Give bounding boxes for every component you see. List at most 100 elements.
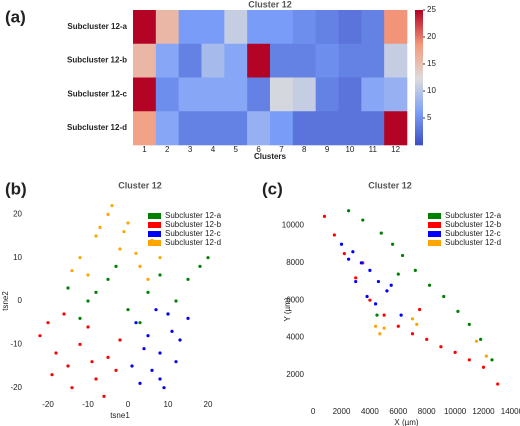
colorbar-segment xyxy=(415,124,423,128)
scatter-point xyxy=(375,313,379,317)
colorbar-segment xyxy=(415,73,423,76)
heat-cell xyxy=(201,10,225,45)
scatter-point xyxy=(206,256,210,260)
heat-cell xyxy=(384,43,408,78)
row-label: Subcluster 12-b xyxy=(67,56,127,65)
colorbar-segment xyxy=(415,140,423,144)
x-tick-label: -20 xyxy=(42,400,54,409)
legend-label: Subcluster 12-b xyxy=(165,220,222,229)
scatter-point xyxy=(385,289,389,293)
scatter-point xyxy=(142,347,146,351)
scatter-point xyxy=(158,377,162,381)
heat-cell xyxy=(292,10,316,45)
colorbar-segment xyxy=(415,10,423,13)
heat-cell xyxy=(384,10,408,45)
colorbar-segment xyxy=(415,14,423,18)
heat-cell xyxy=(224,77,248,112)
scatter-point xyxy=(389,283,393,287)
scatter-point xyxy=(354,276,358,280)
colorbar-segment xyxy=(415,133,423,137)
scatter-point xyxy=(78,316,82,320)
y-tick-label: 10000 xyxy=(282,221,305,230)
scatter-point xyxy=(94,234,98,238)
colorbar-segment xyxy=(415,32,423,36)
x-tick-label: 5 xyxy=(234,145,239,154)
x-tick-label: 8000 xyxy=(418,407,436,416)
colorbar-segment xyxy=(415,34,423,38)
colorbar-segment xyxy=(415,82,423,85)
scatter-point xyxy=(62,312,66,316)
legend-swatch xyxy=(428,213,441,219)
heat-cell xyxy=(292,43,316,78)
scatter-point xyxy=(322,214,327,218)
colorbar-segment xyxy=(415,39,423,42)
x-tick-label: 7 xyxy=(279,145,284,154)
heat-cell xyxy=(247,111,271,146)
scatter-point xyxy=(66,364,70,368)
colorbar-segment xyxy=(415,113,423,117)
heat-cell xyxy=(247,10,271,45)
colorbar-segment xyxy=(415,48,423,51)
scatter-point xyxy=(102,394,106,398)
colorbar-segment xyxy=(415,46,423,49)
colorbar-segment xyxy=(415,86,423,90)
scatter-point xyxy=(351,250,355,254)
scatter-point xyxy=(126,221,130,225)
heat-cell xyxy=(178,10,202,45)
scatter-point xyxy=(86,325,90,329)
scatter-point xyxy=(439,345,443,349)
row-label: Subcluster 12-d xyxy=(67,123,127,132)
row-label: Subcluster 12-a xyxy=(67,22,127,31)
scatter-point xyxy=(376,279,381,284)
heat-cell xyxy=(338,10,362,45)
scatter-point xyxy=(474,339,478,343)
colorbar-segment xyxy=(415,100,423,103)
scatter-point xyxy=(122,230,126,234)
scatter-point xyxy=(90,360,94,364)
y-tick-label: 8000 xyxy=(286,258,304,267)
heat-cell xyxy=(361,43,385,78)
colorbar-segment xyxy=(415,79,423,83)
panel-label: (b) xyxy=(5,179,27,198)
heat-cell xyxy=(178,77,202,112)
scatter-point xyxy=(342,251,346,256)
colorbar-segment xyxy=(415,84,423,87)
legend-swatch xyxy=(148,222,161,228)
scatter-point xyxy=(391,242,395,246)
colorbar-segment xyxy=(415,21,423,24)
scatter-point xyxy=(379,231,383,235)
colorbar-segment xyxy=(415,129,423,132)
heat-cell xyxy=(270,111,294,146)
scatter-point xyxy=(399,313,403,317)
row-label: Subcluster 12-c xyxy=(67,89,127,98)
heat-cell xyxy=(133,10,157,45)
colorbar-segment xyxy=(415,19,423,22)
heat-cell xyxy=(224,10,248,45)
scatter-point xyxy=(186,316,190,320)
scatter-point xyxy=(134,321,138,325)
colorbar-segment xyxy=(415,41,423,45)
x-axis-label: Clusters xyxy=(254,152,287,161)
x-tick-label: 12 xyxy=(391,145,400,154)
scatter-point xyxy=(150,368,154,372)
heat-cell xyxy=(292,111,316,146)
colorbar-segment xyxy=(415,88,423,92)
scatter-point xyxy=(38,334,42,338)
legend-swatch xyxy=(428,222,441,228)
heat-cell xyxy=(270,77,294,112)
x-tick-label: -10 xyxy=(82,400,94,409)
colorbar-segment xyxy=(415,115,423,119)
scatter-point xyxy=(94,290,98,294)
scatter-point xyxy=(347,209,351,213)
colorbar-segment xyxy=(415,57,423,60)
colorbar-segment xyxy=(415,55,423,58)
colorbar-segment xyxy=(415,30,423,33)
scatter-point xyxy=(70,386,74,390)
scatter-point xyxy=(114,368,118,372)
scatter-point xyxy=(453,350,457,354)
scatter-point xyxy=(410,317,415,321)
colorbar-tick-label: 15 xyxy=(427,59,436,68)
scatter-point xyxy=(98,225,102,229)
scatter-point xyxy=(339,242,344,246)
panel-label: (c) xyxy=(262,179,283,198)
